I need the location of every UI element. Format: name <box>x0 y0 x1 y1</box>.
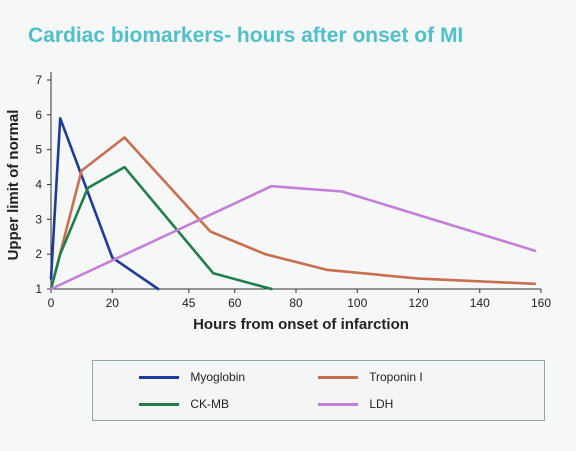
legend-label-ckmb: CK-MB <box>190 397 230 411</box>
legend-swatch-troponin <box>318 376 358 380</box>
x-tick-label: 160 <box>531 296 551 310</box>
x-tick-label: 120 <box>408 296 428 310</box>
x-tick-label: 45 <box>182 296 196 310</box>
series-lines <box>49 117 537 291</box>
y-tick-label: 3 <box>35 212 42 226</box>
series-line-ck-mb <box>49 165 273 291</box>
legend-label-myoglobin: Myoglobin <box>190 370 246 384</box>
y-tick-label: 1 <box>35 282 42 296</box>
series-line-ldh <box>49 184 537 291</box>
x-tick-label: 100 <box>347 296 367 310</box>
legend-item-ldh: LDH <box>318 397 393 411</box>
legend-swatch-ckmb <box>139 403 179 407</box>
x-axis-label: Hours from onset of infarction <box>193 316 409 333</box>
legend-swatch-myoglobin <box>139 376 179 380</box>
y-tick-label: 5 <box>35 143 42 157</box>
axes <box>47 72 542 293</box>
x-tick-label: 20 <box>106 296 120 310</box>
x-tick-label: 140 <box>470 296 490 310</box>
y-tick-label: 7 <box>35 73 42 87</box>
series-line-troponin-i <box>49 136 537 291</box>
x-tick-label: 80 <box>289 296 303 310</box>
legend-swatch-ldh <box>318 403 358 407</box>
legend-label-troponin: Troponin I <box>369 370 423 384</box>
legend-label-ldh: LDH <box>369 397 394 411</box>
legend: Myoglobin Troponin I CK-MB LDH <box>92 360 545 421</box>
chart-title: Cardiac biomarkers- hours after onset of… <box>28 24 464 47</box>
x-tick-label: 60 <box>228 296 242 310</box>
y-axis-label: Upper limit of normal <box>5 110 22 261</box>
y-tick-label: 6 <box>35 108 42 122</box>
y-tick-label: 2 <box>35 247 42 261</box>
legend-item-troponin: Troponin I <box>318 370 423 384</box>
series-line-myoglobin <box>49 117 160 291</box>
legend-item-myoglobin: Myoglobin <box>139 370 245 384</box>
legend-item-ckmb: CK-MB <box>139 397 229 411</box>
x-tick-label: 0 <box>48 296 55 310</box>
y-tick-label: 4 <box>35 178 42 192</box>
